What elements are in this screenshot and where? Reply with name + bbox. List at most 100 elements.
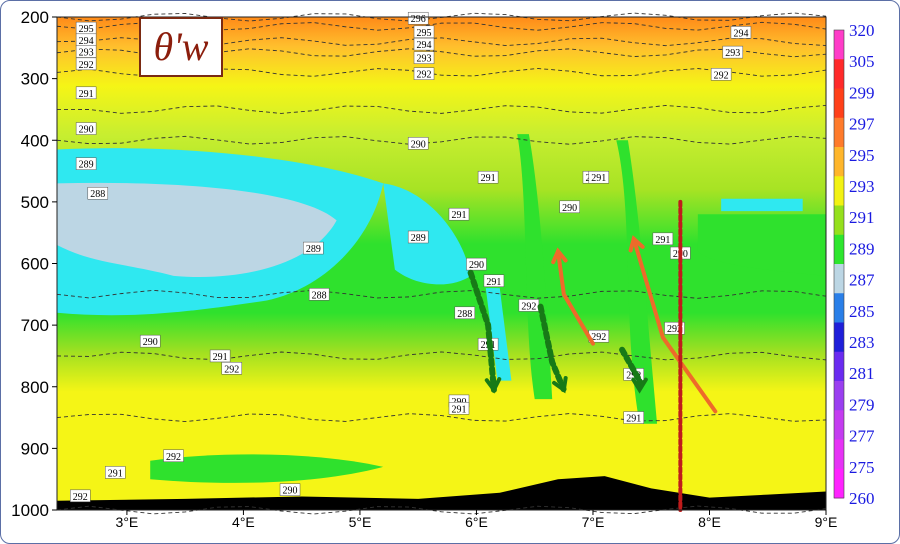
y-tick-label: 700 xyxy=(21,316,49,335)
downdraft-arrow xyxy=(537,303,567,393)
contour-label: 290 xyxy=(466,257,487,271)
contour-label-text: 290 xyxy=(411,139,426,150)
x-tick-label: 5°E xyxy=(349,514,372,530)
colorbar-tick-label: 297 xyxy=(849,115,875,134)
contour-label-text: 291 xyxy=(108,468,123,479)
arrow-head xyxy=(484,377,502,394)
contour-label: 294 xyxy=(75,33,97,47)
contour-label-text: 291 xyxy=(213,352,228,363)
contour-label-box xyxy=(448,402,470,415)
contour-label-text: 291 xyxy=(451,404,466,415)
contour-label: 295 xyxy=(75,21,97,35)
contour-label-box xyxy=(730,26,752,39)
colorbar-swatch xyxy=(834,59,844,89)
contour-label: 290 xyxy=(407,137,429,150)
contour-label-text: 290 xyxy=(283,486,298,497)
contour-label-box xyxy=(75,157,97,170)
contour-label-box xyxy=(652,232,674,246)
contour-label: 290 xyxy=(559,200,580,214)
contour-label-text: 294 xyxy=(79,36,94,47)
contour-label: 289 xyxy=(407,230,429,244)
contour-label-text: 292 xyxy=(521,301,536,312)
contour-label-box xyxy=(209,349,231,363)
colorbar-tick-label: 260 xyxy=(849,489,875,508)
colorbar-tick-label: 291 xyxy=(849,208,875,227)
colorbar-swatch xyxy=(834,176,844,206)
contour-label: 291 xyxy=(448,402,470,415)
y-tick-label: 200 xyxy=(21,8,49,27)
contour-label-text: 289 xyxy=(411,233,426,244)
contour-label-text: 290 xyxy=(469,260,484,271)
contour-line xyxy=(56,289,827,299)
contour-label: 291 xyxy=(652,232,674,246)
contour-label-text: 292 xyxy=(714,70,729,81)
contour-label: 289 xyxy=(75,157,97,171)
contour-label-text: 293 xyxy=(79,48,94,59)
contour-label-box xyxy=(413,51,435,64)
x-tick-label: 7°E xyxy=(582,514,605,530)
contour-label-text: 288 xyxy=(457,309,472,320)
colorbar-border xyxy=(833,29,845,499)
contour-label: 292 xyxy=(75,57,97,71)
contour-label-text: 292 xyxy=(667,324,682,335)
contour-label-box xyxy=(279,483,301,496)
contour-label-box xyxy=(407,11,429,25)
contour-label-box xyxy=(303,241,324,255)
y-tick-label: 300 xyxy=(21,70,49,89)
colorbar-swatch xyxy=(834,147,844,177)
updraft-arrow xyxy=(631,236,718,414)
gray-region xyxy=(57,182,337,277)
contour-label: 293 xyxy=(722,45,744,59)
contour-label: 295 xyxy=(413,25,435,39)
colorbar-tick-label: 279 xyxy=(849,395,875,414)
contour-label: 292 xyxy=(70,489,91,503)
contour-line xyxy=(56,413,827,423)
contour-label-text: 289 xyxy=(306,244,321,255)
contour-label: 289 xyxy=(303,241,324,255)
contour-line xyxy=(56,351,827,361)
colorbar-swatch xyxy=(834,439,844,470)
contour-label-text: 295 xyxy=(79,24,94,35)
contour-label-box xyxy=(722,45,744,59)
colorbar-tick-label: 285 xyxy=(849,302,875,321)
colorbar-swatch xyxy=(834,264,844,294)
colorbar-tick-label: 320 xyxy=(849,21,875,40)
x-tick-label: 8°E xyxy=(698,514,721,530)
contour-label: 293 xyxy=(75,45,97,59)
colorbar-swatch xyxy=(834,205,844,236)
contour-label-text: 292 xyxy=(224,364,239,375)
colorbar-tick-label: 299 xyxy=(849,83,875,102)
contour-label: 290 xyxy=(279,483,301,497)
contour-label-text: 294 xyxy=(733,28,748,39)
contour-label: 292 xyxy=(710,68,732,81)
contour-label-text: 292 xyxy=(79,60,94,71)
colorbar-tick-label: 287 xyxy=(849,271,875,290)
chart-title: θ'w xyxy=(139,17,223,77)
contour-label-box xyxy=(139,334,161,348)
y-tick-label: 900 xyxy=(21,439,49,458)
arrow-head xyxy=(631,377,648,394)
contour-label-box xyxy=(413,37,435,51)
green-region-east xyxy=(697,214,826,276)
contour-label: 291 xyxy=(477,170,499,184)
x-tick-label: 9°E xyxy=(815,514,838,530)
contour-label: 288 xyxy=(454,306,476,320)
contour-label-box xyxy=(483,274,505,288)
x-tick-label: 3°E xyxy=(116,514,139,530)
contour-label-text: 291 xyxy=(481,173,496,184)
contour-label: 290 xyxy=(139,334,161,348)
contour-label-text: 292 xyxy=(591,332,606,343)
colorbar-tick-label: 289 xyxy=(849,239,875,258)
contour-label-box xyxy=(105,466,126,479)
contour-label: 291 xyxy=(588,170,610,184)
contour-label-text: 290 xyxy=(79,125,94,136)
contour-label: 291 xyxy=(75,86,97,100)
contour-label-box xyxy=(466,257,487,271)
contour-label: 292 xyxy=(518,299,540,312)
contour-label-text: 296 xyxy=(411,14,426,25)
y-tick-label: 1000 xyxy=(11,501,49,520)
x-tick-label: 4°E xyxy=(232,514,255,530)
contour-label-text: 288 xyxy=(312,290,327,301)
contour-label-text: 291 xyxy=(79,89,94,100)
contour-label-text: 291 xyxy=(486,277,501,288)
